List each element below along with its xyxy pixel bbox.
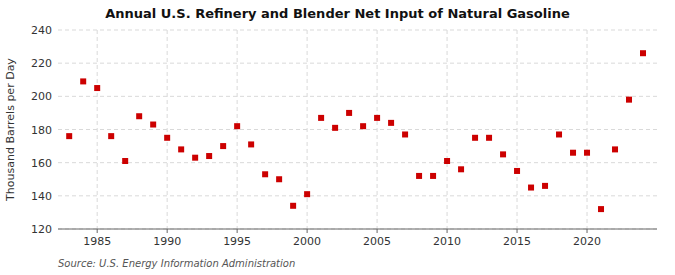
point xyxy=(472,135,478,141)
x-axis: 1985 1990 1995 2000 2005 2010 2015 2020 xyxy=(83,229,601,248)
point xyxy=(402,131,408,137)
point xyxy=(178,146,184,152)
y-axis-label: Thousand Barrels per Day xyxy=(4,58,17,202)
point xyxy=(360,123,366,129)
point xyxy=(444,158,450,164)
x-tick-label: 2015 xyxy=(503,235,531,248)
x-tick-label: 1990 xyxy=(153,235,181,248)
point xyxy=(164,135,170,141)
x-tick xyxy=(587,229,588,233)
x-tick-label: 2005 xyxy=(363,235,391,248)
x-tick-label: 1985 xyxy=(83,235,111,248)
point xyxy=(542,183,548,189)
point xyxy=(598,206,604,212)
point xyxy=(388,120,394,126)
y-tick-label: 120 xyxy=(31,223,52,236)
points xyxy=(66,50,646,212)
x-tick xyxy=(517,229,518,233)
x-axis-line xyxy=(58,229,657,230)
x-tick-label: 1995 xyxy=(223,235,251,248)
point xyxy=(234,123,240,129)
point xyxy=(276,176,282,182)
point xyxy=(80,78,86,84)
point xyxy=(108,133,114,139)
point xyxy=(584,150,590,156)
point xyxy=(150,122,156,128)
x-tick-label: 2000 xyxy=(293,235,321,248)
point xyxy=(430,173,436,179)
point xyxy=(66,133,72,139)
y-grid-line xyxy=(58,63,657,64)
x-grid-line xyxy=(167,30,168,229)
point xyxy=(528,185,534,191)
point xyxy=(206,153,212,159)
point xyxy=(220,143,226,149)
x-grid-line xyxy=(377,30,378,229)
point xyxy=(486,135,492,141)
y-tick-label: 180 xyxy=(31,124,52,137)
x-tick xyxy=(377,229,378,233)
y-tick-label: 240 xyxy=(31,24,52,37)
point xyxy=(262,171,268,177)
x-tick xyxy=(97,229,98,233)
point xyxy=(248,141,254,147)
point xyxy=(192,155,198,161)
point xyxy=(612,146,618,152)
source-note: Source: U.S. Energy Information Administ… xyxy=(58,258,295,269)
point xyxy=(290,203,296,209)
point xyxy=(318,115,324,121)
point xyxy=(346,110,352,116)
x-grid-line xyxy=(307,30,308,229)
x-grid-line xyxy=(447,30,448,229)
x-grid-line xyxy=(237,30,238,229)
point xyxy=(500,151,506,157)
y-grid-line xyxy=(58,129,657,130)
point xyxy=(556,131,562,137)
y-grid-line xyxy=(58,162,657,163)
x-tick-label: 2010 xyxy=(433,235,461,248)
x-tick xyxy=(307,229,308,233)
point xyxy=(458,166,464,172)
x-tick-label: 2020 xyxy=(573,235,601,248)
x-grid-line xyxy=(517,30,518,229)
y-tick-label: 160 xyxy=(31,157,52,170)
point xyxy=(94,85,100,91)
y-grid-line xyxy=(58,96,657,97)
x-tick xyxy=(167,229,168,233)
y-tick-label: 220 xyxy=(31,57,52,70)
y-tick-label: 140 xyxy=(31,190,52,203)
x-tick xyxy=(237,229,238,233)
point xyxy=(304,191,310,197)
x-grid-line xyxy=(587,30,588,229)
point xyxy=(640,50,646,56)
y-grid-line xyxy=(58,30,657,31)
chart: 120 140 160 180 200 220 240 1985 1990 1995 2000 200… xyxy=(0,0,675,275)
x-tick xyxy=(447,229,448,233)
y-tick-label: 200 xyxy=(31,90,52,103)
point xyxy=(514,168,520,174)
point xyxy=(332,125,338,131)
title: Annual U.S. Refinery and Blender Net Inp… xyxy=(105,6,570,21)
point xyxy=(626,97,632,103)
y-grid-line xyxy=(58,229,657,230)
point xyxy=(570,150,576,156)
grid xyxy=(58,30,657,229)
point xyxy=(122,158,128,164)
point xyxy=(136,113,142,119)
point xyxy=(374,115,380,121)
y-axis: 120 140 160 180 200 220 240 xyxy=(31,24,52,236)
x-grid-line xyxy=(97,30,98,229)
y-grid-line xyxy=(58,195,657,196)
point xyxy=(416,173,422,179)
